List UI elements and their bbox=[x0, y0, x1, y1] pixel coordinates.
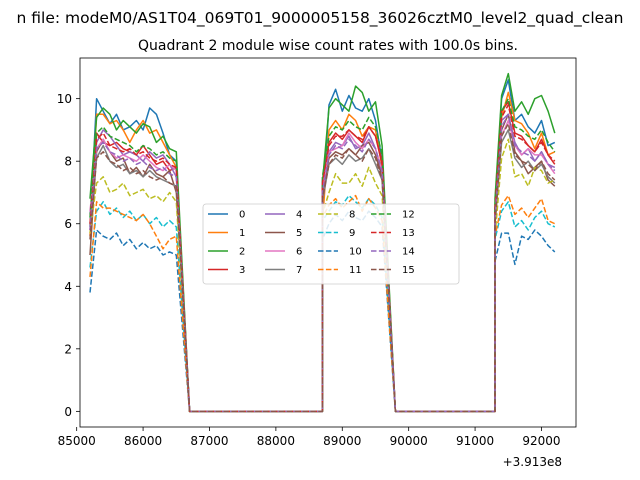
x-tick-label: 89000 bbox=[323, 434, 361, 448]
series-line-11 bbox=[89, 194, 556, 413]
legend-label-12: 12 bbox=[402, 210, 415, 221]
legend-label-2: 2 bbox=[239, 247, 245, 258]
series-line-9 bbox=[89, 194, 556, 413]
series-line-14 bbox=[89, 113, 556, 413]
y-tick-label: 8 bbox=[64, 155, 72, 169]
y-tick-label: 6 bbox=[64, 217, 72, 231]
x-tick-label: 91000 bbox=[456, 434, 494, 448]
x-tick-label: 86000 bbox=[124, 434, 162, 448]
axes: 85000 86000 87000 88000 89000 90000 91000 92000… bbox=[57, 57, 577, 448]
y-tick-label: 2 bbox=[64, 342, 72, 356]
series-line-15 bbox=[89, 122, 556, 413]
x-offset-label: +3.913e8 bbox=[503, 455, 562, 469]
y-tick-label: 4 bbox=[64, 280, 72, 294]
series-line-1 bbox=[89, 91, 556, 413]
legend-label-7: 7 bbox=[296, 265, 302, 276]
legend-label-8: 8 bbox=[349, 210, 355, 221]
x-tick-label: 90000 bbox=[390, 434, 428, 448]
series-line-12 bbox=[89, 97, 556, 413]
series-line-8 bbox=[89, 138, 556, 413]
axes-frame bbox=[79, 57, 577, 428]
legend-label-10: 10 bbox=[349, 247, 362, 258]
series-line-7 bbox=[89, 129, 556, 413]
x-tick-label: 92000 bbox=[522, 434, 560, 448]
series-line-13 bbox=[89, 104, 556, 413]
legend-label-4: 4 bbox=[296, 210, 302, 221]
series-line-10 bbox=[89, 210, 556, 413]
chart-title: Quadrant 2 module wise count rates with … bbox=[138, 38, 518, 54]
legend-label-9: 9 bbox=[349, 228, 355, 239]
plot-area bbox=[89, 72, 556, 413]
legend-label-6: 6 bbox=[296, 247, 302, 258]
legend-label-5: 5 bbox=[296, 228, 302, 239]
legend-label-15: 15 bbox=[402, 265, 415, 276]
y-tick-label: 10 bbox=[57, 92, 72, 106]
legend-label-1: 1 bbox=[239, 228, 245, 239]
x-tick-label: 87000 bbox=[190, 434, 228, 448]
legend-label-13: 13 bbox=[402, 228, 415, 239]
x-tick-label: 88000 bbox=[257, 434, 295, 448]
legend-box bbox=[202, 203, 460, 285]
y-tick-label: 0 bbox=[64, 405, 72, 419]
legend-label-14: 14 bbox=[402, 247, 415, 258]
legend-label-3: 3 bbox=[239, 265, 245, 276]
legend-label-0: 0 bbox=[239, 210, 245, 221]
figure-suptitle: n file: modeM0/AS1T04_069T01_9000005158_… bbox=[17, 9, 624, 28]
series-line-2 bbox=[89, 72, 556, 413]
legend-label-11: 11 bbox=[349, 265, 362, 276]
x-tick-label: 85000 bbox=[58, 434, 96, 448]
